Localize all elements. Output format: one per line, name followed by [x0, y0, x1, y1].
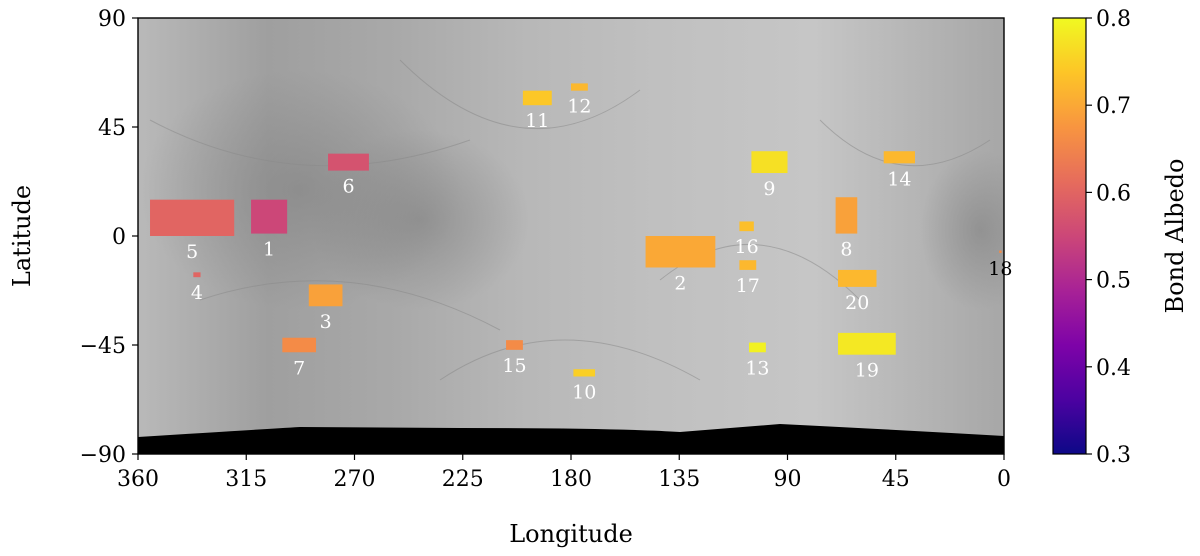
region-label-18: 18 — [988, 258, 1012, 280]
region-label-15: 15 — [502, 355, 526, 377]
x-tick-label: 180 — [550, 467, 592, 492]
colorbar-tick-label: 0.6 — [1096, 181, 1131, 206]
x-tick-label: 0 — [997, 467, 1011, 492]
y-tick-label: 45 — [98, 116, 126, 141]
region-label-16: 16 — [735, 236, 759, 258]
region-12 — [571, 83, 588, 91]
x-tick-label: 90 — [774, 467, 802, 492]
region-label-6: 6 — [342, 176, 354, 198]
region-2 — [645, 236, 716, 268]
region-label-10: 10 — [572, 381, 596, 403]
region-3 — [308, 284, 343, 307]
albedo-regions — [150, 83, 1002, 377]
region-label-20: 20 — [845, 292, 869, 314]
x-tick-label: 135 — [658, 467, 700, 492]
region-label-11: 11 — [525, 110, 549, 132]
colorbar-tick-label: 0.7 — [1096, 94, 1131, 119]
x-axis: 360 315 270 225 180 135 90 45 0 — [117, 454, 1011, 492]
region-label-14: 14 — [887, 168, 911, 190]
y-axis-label: Latitude — [8, 185, 36, 287]
region-9 — [751, 151, 788, 174]
region-11 — [522, 90, 552, 106]
region-6 — [328, 153, 369, 171]
region-10 — [573, 369, 596, 377]
region-8 — [835, 197, 858, 234]
colorbar-label: Bond Albedo — [1161, 159, 1189, 314]
region-label-13: 13 — [745, 357, 769, 379]
region-label-8: 8 — [840, 239, 852, 261]
region-19 — [838, 332, 896, 355]
region-18 — [999, 250, 1002, 253]
y-tick-label: 0 — [112, 225, 126, 250]
x-tick-label: 270 — [334, 467, 376, 492]
colorbar-tick-label: 0.8 — [1096, 7, 1131, 32]
region-7 — [282, 337, 317, 353]
region-15 — [506, 340, 523, 350]
region-label-12: 12 — [567, 96, 591, 118]
region-14 — [883, 151, 915, 164]
region-label-4: 4 — [191, 282, 203, 304]
x-tick-label: 225 — [442, 467, 484, 492]
y-tick-label: −45 — [80, 334, 126, 359]
y-tick-label: −90 — [80, 443, 126, 468]
region-label-19: 19 — [855, 360, 879, 382]
region-label-5: 5 — [186, 241, 198, 263]
region-1 — [251, 199, 288, 234]
region-17 — [739, 260, 757, 270]
region-16 — [739, 221, 754, 232]
region-20 — [838, 269, 877, 287]
x-axis-label: Longitude — [509, 520, 633, 548]
colorbar — [1052, 17, 1087, 455]
x-tick-label: 315 — [225, 467, 267, 492]
x-tick-label: 360 — [117, 467, 159, 492]
region-label-9: 9 — [763, 178, 775, 200]
region-4 — [193, 272, 201, 278]
x-tick-label: 45 — [882, 467, 910, 492]
y-axis: 90 45 0 −45 −90 — [80, 7, 138, 468]
region-label-2: 2 — [674, 272, 686, 294]
colorbar-tick-label: 0.3 — [1096, 443, 1131, 468]
colorbar-axis: 0.3 0.4 0.5 0.6 0.7 0.8 — [1086, 7, 1131, 468]
region-5 — [150, 199, 235, 236]
region-label-7: 7 — [293, 357, 305, 379]
region-label-17: 17 — [736, 275, 760, 297]
region-13 — [749, 342, 766, 353]
colorbar-tick-label: 0.5 — [1096, 269, 1131, 294]
colorbar-tick-label: 0.4 — [1096, 356, 1131, 381]
y-tick-label: 90 — [98, 7, 126, 32]
region-label-1: 1 — [263, 239, 275, 261]
region-label-3: 3 — [320, 311, 332, 333]
